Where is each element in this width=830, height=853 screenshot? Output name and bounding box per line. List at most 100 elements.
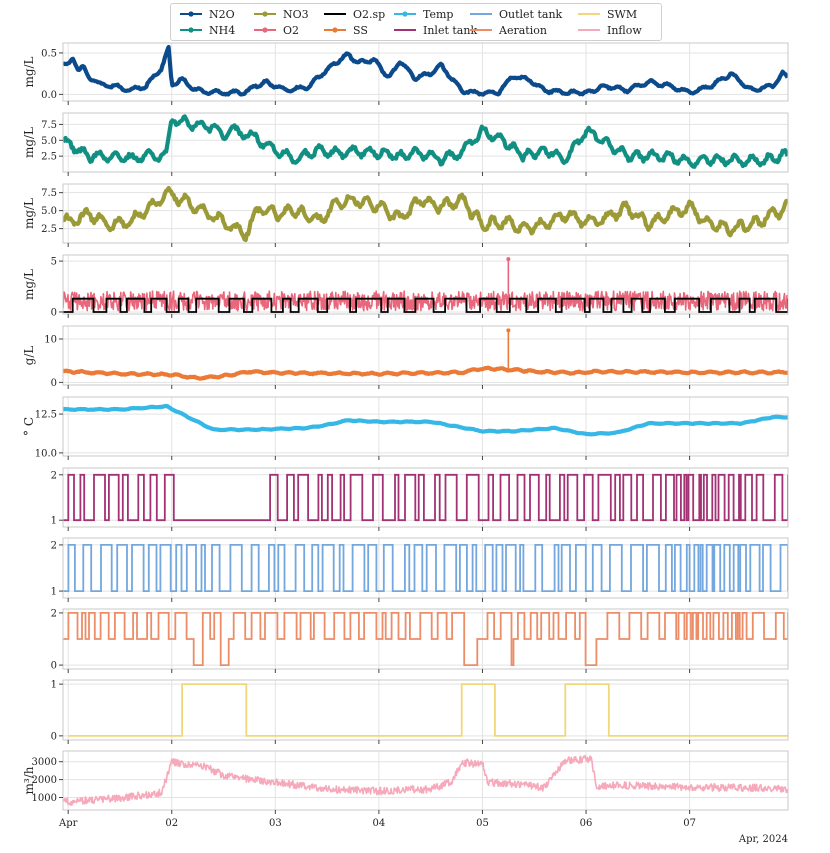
panel-frame (62, 679, 789, 741)
panel-frame (62, 750, 789, 811)
legend-label: NO3 (283, 7, 309, 21)
series-line (68, 683, 788, 737)
panel-n2o: 0.0 0.5 mg/L (22, 42, 789, 105)
legend-item: Inlet tank (393, 22, 477, 38)
chart-legend: N2O NH4 NO3 O2 O2.sp SS Temp Inlet tank Outlet t… (170, 3, 662, 41)
legend-swatch-icon (470, 29, 492, 31)
x-tick-label: 03 (269, 818, 282, 829)
legend-swatch-icon (470, 13, 492, 15)
legend-swatch-icon (324, 13, 346, 15)
series-line (63, 290, 788, 312)
series-line (63, 44, 788, 97)
series-line (63, 754, 788, 806)
legend-label: SS (353, 23, 368, 37)
legend-item: SS (323, 22, 368, 38)
setpoint-line (63, 297, 788, 313)
y-axis-label: mg/L (22, 127, 36, 158)
y-tick-label: 5 (51, 257, 57, 268)
panel-aeration: 02 (51, 608, 789, 673)
legend-item: O2.sp (323, 6, 385, 22)
y-tick-label: 12.5 (35, 410, 57, 421)
y-tick-label: 7.5 (41, 188, 57, 199)
y-tick-label: 2 (51, 608, 57, 619)
y-axis-label: mg/L (22, 198, 36, 229)
legend-label: Inlet tank (423, 23, 478, 37)
legend-label: Inflow (607, 23, 642, 37)
legend-item: Inflow (577, 22, 642, 38)
y-axis-label: mg/L (22, 56, 36, 87)
panel-frame (62, 42, 789, 102)
legend-item: Aeration (469, 22, 547, 38)
legend-item: NH4 (179, 22, 235, 38)
panel-frame (62, 467, 789, 528)
y-axis-label: g/L (22, 346, 36, 366)
series-line (63, 473, 788, 522)
legend-label: Outlet tank (499, 7, 563, 21)
y-tick-label: 10 (44, 335, 57, 346)
legend-item: N2O (179, 6, 235, 22)
legend-swatch-icon (254, 11, 276, 17)
x-tick-label: 07 (683, 818, 696, 829)
legend-label: NH4 (209, 23, 236, 37)
spike-marker (506, 257, 511, 262)
legend-swatch-icon (578, 29, 600, 31)
legend-swatch-icon (324, 27, 346, 33)
y-tick-label: 1000 (32, 793, 57, 804)
legend-swatch-icon (180, 27, 202, 33)
y-tick-label: 3000 (32, 757, 57, 768)
y-tick-label: 0.0 (41, 90, 57, 101)
panel-ss: 0 10 g/L (22, 325, 789, 389)
panel-temp: 10.0 12.5° C (22, 396, 789, 460)
y-tick-label: 0.5 (41, 48, 57, 59)
panel-frame (62, 254, 789, 315)
legend-item: Temp (393, 6, 453, 22)
x-axis-label: Apr, 2024 (738, 834, 788, 845)
panel-frame (62, 396, 789, 457)
panel-o2: 0 5 mg/L (22, 254, 789, 318)
y-axis-label: mg/L (22, 269, 36, 300)
y-tick-label: 0 (51, 661, 57, 672)
y-tick-label: 2000 (32, 775, 57, 786)
y-tick-label: 2 (51, 470, 57, 481)
series-line (63, 365, 788, 381)
legend-label: Temp (423, 7, 454, 21)
legend-swatch-icon (394, 11, 416, 17)
y-tick-label: 0 (51, 307, 57, 318)
series-line (63, 612, 788, 666)
panel-frame (62, 325, 789, 386)
legend-swatch-icon (254, 27, 276, 33)
spike-marker (506, 328, 511, 333)
legend-item: NO3 (253, 6, 309, 22)
legend-item: O2 (253, 22, 299, 38)
legend-label: O2.sp (353, 7, 386, 21)
y-tick-label: 2.5 (41, 152, 57, 163)
legend-label: Aeration (499, 23, 547, 37)
y-tick-label: 5.0 (41, 136, 57, 147)
legend-swatch-icon (180, 11, 202, 17)
y-tick-label: 7.5 (41, 120, 57, 131)
panel-frame (62, 112, 789, 173)
panel-swm: 01 (51, 679, 789, 744)
legend-label: O2 (283, 23, 300, 37)
legend-item: Outlet tank (469, 6, 562, 22)
panel-frame (62, 608, 789, 670)
legend-item: SWM (577, 6, 637, 22)
y-tick-label: 2 (51, 540, 57, 551)
y-axis-label: m³/h (22, 766, 36, 794)
series-line (63, 403, 788, 437)
panel-no3: 2.5 5.0 7.5 mg/L (22, 183, 789, 247)
panel-outlet-tank: 12 (51, 537, 789, 602)
y-tick-label: 2.5 (41, 224, 57, 235)
panel-frame (62, 537, 789, 599)
legend-label: SWM (607, 7, 638, 21)
panel-frame (62, 183, 789, 244)
panel-inlet-tank: 12 (51, 467, 789, 531)
y-tick-label: 5.0 (41, 206, 57, 217)
x-tick-label: Apr (58, 818, 78, 829)
series-line (63, 114, 788, 169)
y-tick-label: 1 (51, 680, 57, 691)
y-tick-label: 0 (51, 378, 57, 389)
legend-swatch-icon (394, 29, 416, 31)
